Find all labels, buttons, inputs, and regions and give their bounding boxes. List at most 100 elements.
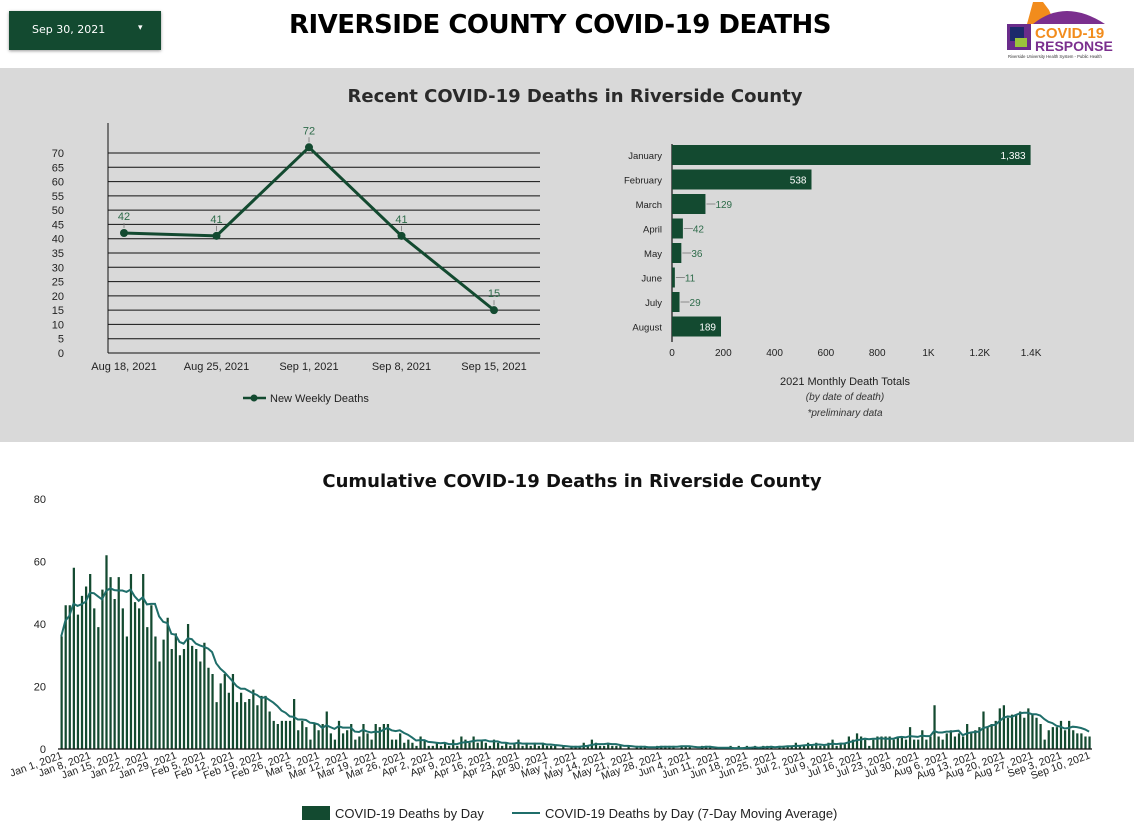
y-tick-label: 55 (52, 191, 64, 203)
daily-bar (619, 745, 622, 749)
daily-bar (790, 745, 793, 749)
daily-bar (978, 727, 981, 749)
daily-bar (1063, 730, 1067, 749)
y-tick-label: 30 (52, 262, 64, 274)
y-tick-label: 15 (52, 305, 64, 317)
daily-bar (484, 742, 487, 749)
daily-bar (80, 595, 84, 749)
daily-bar (235, 702, 239, 749)
daily-bar (957, 733, 961, 749)
daily-bar (297, 730, 300, 749)
x-tick-label: 1.4K (1021, 348, 1042, 359)
daily-bar (554, 745, 557, 749)
daily-bar (158, 661, 161, 749)
category-label: May (644, 249, 662, 260)
daily-bar (431, 745, 434, 749)
legend-marker-icon (250, 394, 258, 402)
daily-bar (101, 589, 104, 749)
daily-bar (1035, 717, 1038, 749)
category-label: February (624, 176, 662, 187)
daily-bar (350, 724, 353, 749)
x-tick-label: 600 (818, 348, 835, 359)
daily-bar (317, 730, 320, 749)
daily-bar (1031, 714, 1034, 749)
x-tick-label: 200 (715, 348, 732, 359)
chevron-down-icon: ▾ (138, 22, 143, 32)
y-tick-label: 60 (34, 557, 46, 569)
daily-bar (346, 730, 349, 749)
daily-bar (900, 736, 904, 749)
daily-bar (990, 724, 993, 749)
daily-bar (223, 674, 226, 749)
daily-bar (288, 720, 292, 749)
daily-bar (872, 739, 875, 749)
daily-bar (113, 599, 116, 749)
daily-bar (562, 745, 565, 749)
moving-average-line (60, 587, 1090, 750)
y-tick-label: 60 (52, 177, 64, 189)
weekly-deaths-line (123, 145, 495, 312)
daily-bar (105, 555, 108, 749)
daily-bar (994, 720, 997, 749)
daily-bar (138, 608, 141, 749)
y-tick-label: 65 (52, 162, 64, 174)
daily-bar (505, 742, 508, 749)
data-label: 29 (690, 298, 702, 309)
daily-bar (509, 745, 512, 749)
data-label: 538 (790, 176, 807, 187)
data-point (397, 231, 406, 240)
daily-bar (974, 730, 977, 749)
daily-bar (150, 605, 153, 749)
y-tick-label: 35 (52, 248, 64, 260)
daily-bar (1088, 736, 1091, 749)
daily-bar (549, 745, 553, 749)
daily-bar (313, 724, 316, 749)
y-tick-label: 20 (52, 291, 64, 303)
daily-bar (129, 574, 133, 749)
daily-bar (1027, 708, 1030, 749)
daily-bar (362, 724, 365, 749)
monthly-deaths-chart: January 1,383 February 538 March 129 April 42 Ma… (624, 144, 1042, 419)
daily-bar (174, 633, 177, 749)
data-label: 129 (715, 200, 732, 211)
daily-bar (68, 605, 71, 749)
daily-bar (884, 736, 887, 749)
daily-bar (399, 733, 402, 749)
daily-bar (97, 627, 100, 749)
daily-bar (472, 736, 475, 749)
daily-bar (1043, 739, 1046, 749)
daily-bar (468, 742, 471, 749)
logo-subtitle: Riverside University Health System - Pub… (1008, 54, 1102, 59)
x-tick-label: 1K (922, 348, 935, 359)
daily-bar (921, 730, 924, 749)
daily-bar (680, 745, 683, 749)
daily-bar (598, 745, 602, 749)
daily-bar (407, 739, 410, 749)
data-point (490, 306, 498, 315)
date-selector[interactable]: Sep 30, 2021 ▾ (9, 11, 161, 50)
daily-bar (1068, 720, 1071, 749)
daily-bar (786, 745, 789, 749)
daily-bar (945, 733, 948, 749)
daily-bar (949, 730, 952, 749)
daily-bar (390, 739, 394, 749)
daily-bar (986, 727, 989, 749)
daily-bar (1002, 705, 1006, 749)
x-tick-label: 0 (669, 348, 675, 359)
header: Sep 30, 2021 ▾ RIVERSIDE COUNTY COVID-19… (0, 0, 1134, 68)
logo-line2: RESPONSE (1035, 38, 1113, 54)
daily-bar (864, 739, 867, 749)
daily-bar (358, 736, 361, 749)
daily-legend: COVID-19 Deaths by Day COVID-19 Deaths b… (302, 806, 837, 821)
daily-bar (892, 739, 895, 749)
bar (672, 169, 812, 190)
data-label: 42 (118, 211, 130, 223)
daily-bar (533, 742, 536, 749)
daily-bar (541, 742, 545, 749)
data-label: 41 (395, 214, 407, 226)
daily-bar (851, 739, 855, 749)
daily-bar (386, 724, 390, 749)
daily-bar (227, 692, 230, 749)
x-tick-label: 400 (766, 348, 783, 359)
